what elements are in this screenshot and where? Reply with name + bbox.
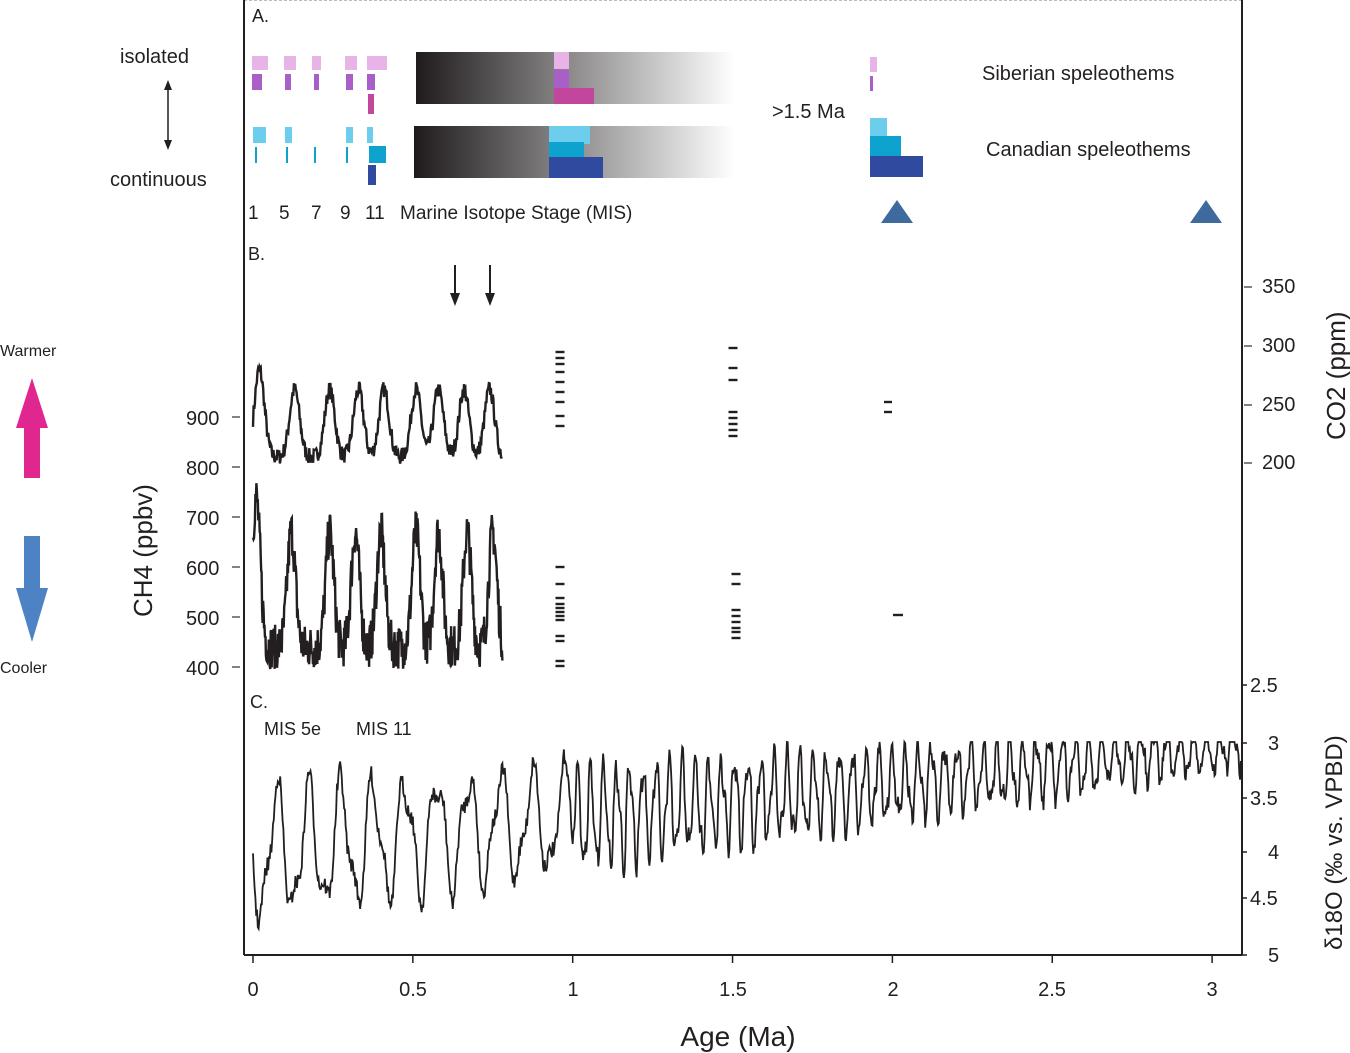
cooler-label: Cooler: [0, 660, 48, 677]
panel-b-label: B.: [248, 244, 265, 264]
ch4-tick-400: 400: [186, 658, 219, 680]
warmer-label: Warmer: [0, 343, 57, 360]
canadian-bar: [870, 136, 901, 156]
d18o-tick-4.5: 4.5: [1250, 888, 1278, 910]
x-tick-0.5: 0.5: [399, 979, 427, 1001]
canadian-bar: [870, 118, 887, 138]
siberian-bar: [870, 57, 877, 72]
isolated-label: isolated: [120, 46, 189, 68]
arrow-down-icon: [450, 293, 460, 306]
co2-tick-marks: [1244, 286, 1252, 464]
co2-tick-350: 350: [1262, 276, 1295, 298]
co2-tick-250: 250: [1262, 394, 1295, 416]
continuous-label: continuous: [110, 169, 207, 191]
siberian-bar: [554, 88, 594, 104]
ch4-tick-700: 700: [186, 508, 219, 530]
arrow-marker-2: [485, 265, 495, 306]
annotation-mis11: MIS 11: [356, 719, 412, 739]
canadian-bar: [367, 127, 373, 143]
canadian-bar: [346, 127, 353, 143]
canadian-bar: [549, 126, 590, 144]
x-axis-ticks: [252, 955, 1213, 963]
cooler-arrow-icon: [16, 536, 48, 642]
x-tick-2: 2: [887, 979, 898, 1001]
growth-bars-overlay: [549, 52, 603, 178]
ch4-tick-marks: [232, 416, 240, 668]
siberian-bar: [345, 56, 357, 70]
ch4-axis-label: CH4 (ppbv): [128, 484, 158, 617]
d18o-tick-3.5: 3.5: [1250, 788, 1278, 810]
ch4-tick-800: 800: [186, 458, 219, 480]
x-tick-1: 1: [567, 979, 578, 1001]
ch4-tick-500: 500: [186, 608, 219, 630]
canadian-bar: [549, 142, 584, 158]
growth-bars: [252, 56, 923, 185]
siberian-legend: Siberian speleothems: [982, 63, 1174, 85]
canadian-bar: [285, 127, 292, 143]
canadian-bar: [286, 147, 288, 163]
co2-tick-200: 200: [1262, 452, 1295, 474]
siberian-bar: [367, 56, 387, 70]
canadian-bar: [346, 147, 348, 163]
co2-axis-label: CO2 (ppm): [1321, 311, 1350, 440]
siberian-bar: [252, 74, 262, 90]
gap-label: >1.5 Ma: [772, 101, 846, 123]
marker-triangle-2ma-icon: [881, 200, 913, 223]
mis-number-11: 11: [365, 203, 385, 224]
x-tick-1.5: 1.5: [719, 979, 747, 1001]
arrow-marker-1: [450, 265, 460, 306]
siberian-bar: [314, 74, 319, 90]
siberian-bar: [368, 94, 374, 114]
siberian-bar: [870, 76, 873, 91]
siberian-bar: [346, 74, 353, 90]
annotation-mis5e: MIS 5e: [264, 719, 321, 739]
canadian-bar: [368, 165, 376, 185]
canadian-bar: [253, 127, 266, 143]
siberian-bar: [367, 74, 375, 90]
mis-number-1: 1: [248, 203, 259, 224]
canadian-bar: [255, 147, 257, 163]
ch4-tick-900: 900: [186, 408, 219, 430]
ch4-curve: [251, 483, 504, 670]
canadian-legend: Canadian speleothems: [986, 139, 1191, 161]
scale-arrow-up-icon: [164, 80, 172, 90]
scale-arrow-down-icon: [164, 140, 172, 150]
siberian-bar: [312, 56, 321, 70]
canadian-bar: [314, 147, 316, 163]
x-axis-label: Age (Ma): [680, 1021, 795, 1052]
isolated-sample-marks: [555, 346, 903, 668]
d18o-axis-label: δ18O (‰ vs. VPBD): [1321, 735, 1348, 950]
d18o-tick-marks: [1242, 684, 1247, 956]
x-tick-0: 0: [247, 979, 258, 1001]
d18o-curve: [252, 739, 1242, 932]
d18o-tick-5: 5: [1268, 945, 1279, 967]
mis-number-5: 5: [279, 203, 290, 224]
canadian-bar: [870, 156, 923, 177]
siberian-bar: [285, 74, 291, 90]
d18o-tick-4: 4: [1268, 842, 1279, 864]
mis-number-7: 7: [311, 203, 322, 224]
ch4-tick-600: 600: [186, 558, 219, 580]
x-tick-2.5: 2.5: [1038, 979, 1066, 1001]
siberian-bar: [554, 70, 569, 89]
canadian-bar: [369, 146, 386, 163]
co2-curve: [251, 362, 503, 464]
arrow-down-icon: [485, 293, 495, 306]
siberian-bar: [252, 56, 268, 70]
warmer-arrow-icon: [16, 378, 48, 478]
panel-c-label: C.: [250, 692, 268, 712]
co2-tick-300: 300: [1262, 335, 1295, 357]
panel-a-label: A.: [252, 6, 269, 26]
d18o-tick-3: 3: [1268, 733, 1279, 755]
marker-triangle-3ma-icon: [1190, 200, 1222, 223]
mis-axis-label: Marine Isotope Stage (MIS): [400, 203, 632, 224]
d18o-tick-2.5: 2.5: [1250, 675, 1278, 697]
x-tick-3: 3: [1206, 979, 1217, 1001]
mis-number-9: 9: [340, 203, 351, 224]
siberian-bar: [554, 52, 569, 69]
canadian-bar: [549, 157, 603, 178]
siberian-bar: [284, 56, 296, 70]
